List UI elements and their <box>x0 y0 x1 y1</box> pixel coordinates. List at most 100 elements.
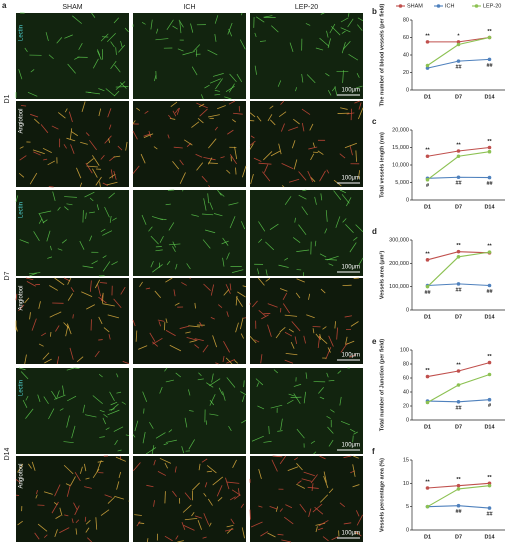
scale-bar-label: 100μm <box>342 443 360 449</box>
vessel <box>228 202 239 206</box>
vessel <box>191 482 200 491</box>
vessel <box>331 26 341 36</box>
vessel <box>88 211 95 214</box>
vessel <box>100 155 105 160</box>
vessel <box>63 322 70 329</box>
vessel <box>265 278 271 282</box>
vessel <box>201 458 208 463</box>
vessel-texture <box>18 367 130 452</box>
vessel <box>221 240 229 245</box>
vessel <box>43 396 49 404</box>
vessel <box>170 101 178 108</box>
vessel <box>262 171 271 182</box>
vessel <box>108 138 111 143</box>
vessel <box>53 502 58 506</box>
y-tick-label: 15,000 <box>392 145 409 151</box>
vessel <box>57 206 61 211</box>
vessel <box>249 140 256 146</box>
significance-mark: ** <box>487 244 492 250</box>
vessel <box>18 172 25 178</box>
vessel <box>175 535 179 540</box>
vessel <box>74 505 80 516</box>
vessel <box>109 174 116 179</box>
vessel <box>29 312 31 320</box>
vessel <box>85 162 93 174</box>
vessel <box>225 357 233 365</box>
vessel <box>270 404 283 409</box>
vessel <box>328 263 334 266</box>
vessel <box>103 413 108 418</box>
vessel <box>142 431 146 444</box>
vessel <box>208 522 212 527</box>
vessel <box>319 253 327 258</box>
vessel <box>52 191 56 201</box>
y-tick-label: 60 <box>403 35 409 41</box>
vessel <box>220 156 225 159</box>
vessel <box>310 153 315 161</box>
vessel <box>97 284 102 297</box>
vessel <box>108 124 112 130</box>
data-point <box>487 483 492 488</box>
vessel <box>113 155 121 158</box>
micrograph <box>16 278 129 364</box>
vessel <box>98 316 103 325</box>
significance-mark: ** <box>425 251 430 257</box>
vessel <box>47 256 53 259</box>
data-point <box>456 149 461 153</box>
vessel <box>250 135 255 139</box>
data-point <box>487 250 492 254</box>
vessel <box>345 336 348 345</box>
vessel <box>116 373 119 378</box>
vessel <box>339 189 347 194</box>
vessel <box>222 391 226 401</box>
vessel <box>24 47 28 53</box>
vessel <box>48 408 55 420</box>
vessel <box>307 170 314 183</box>
vessel <box>330 409 335 413</box>
vessel <box>31 461 36 471</box>
vessel <box>258 238 263 243</box>
vessel <box>201 94 204 100</box>
vessel <box>210 316 215 320</box>
vessel <box>158 321 161 327</box>
vessel <box>241 165 247 178</box>
vessel <box>68 111 73 123</box>
vessel <box>177 540 184 543</box>
y-tick-label: 0 <box>406 417 409 423</box>
x-tick-label: D1 <box>424 314 431 320</box>
vessel <box>293 118 300 125</box>
vessel <box>67 277 72 285</box>
vessel <box>204 84 210 89</box>
vessel <box>15 326 18 332</box>
y-tick-label: 20 <box>403 70 409 76</box>
vessel <box>269 506 278 510</box>
vessel <box>64 196 77 198</box>
vessel <box>293 393 301 404</box>
vessel <box>301 206 308 216</box>
vessel <box>105 427 110 430</box>
vessel <box>326 415 331 419</box>
vessel <box>347 18 354 28</box>
vessel <box>74 367 80 369</box>
vessel <box>71 425 76 439</box>
vessel <box>191 66 198 76</box>
vessel <box>334 86 338 96</box>
vessel <box>269 223 279 230</box>
vessel <box>172 160 180 170</box>
vessel <box>59 408 64 411</box>
vessel <box>31 318 37 331</box>
vessel <box>66 323 72 335</box>
vessel <box>102 303 115 307</box>
vessel <box>257 405 265 410</box>
vessel <box>254 32 257 38</box>
y-axis-label: Total vessels length (nm) <box>379 132 385 198</box>
vessel <box>92 468 100 479</box>
vessel <box>40 124 49 134</box>
vessel <box>319 170 326 182</box>
y-tick-label: 0 <box>406 87 409 93</box>
vessel <box>325 347 332 360</box>
vessel <box>289 42 294 53</box>
vessel <box>240 503 245 508</box>
vessel <box>17 520 23 526</box>
vessel <box>318 387 324 394</box>
